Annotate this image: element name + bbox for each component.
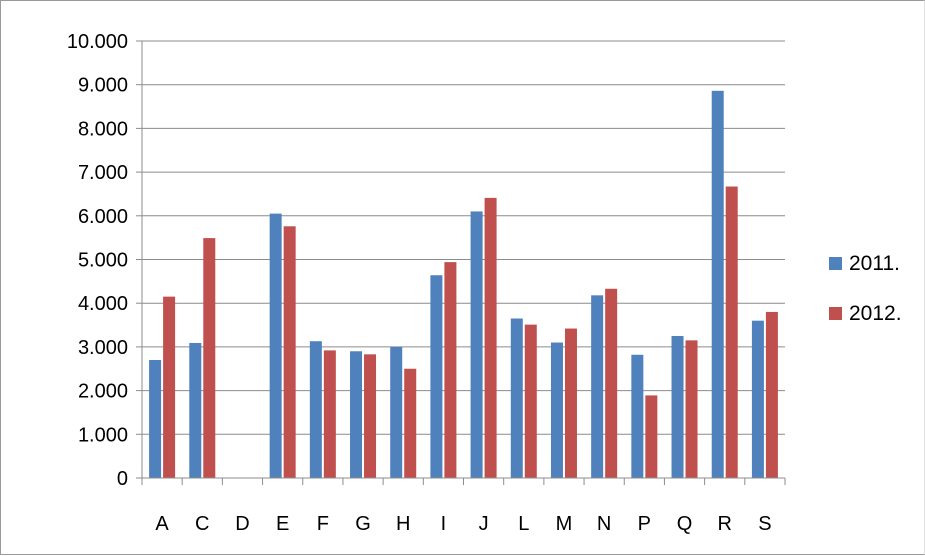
x-tick-label: J — [479, 513, 489, 535]
bar-J-2011 — [471, 211, 483, 478]
bar-E-2011 — [270, 214, 282, 478]
bar-H-2011 — [390, 347, 402, 478]
x-tick-label: R — [717, 513, 731, 535]
legend-swatch — [829, 257, 842, 270]
bar-M-2012 — [565, 329, 577, 478]
y-tick-label: 9.000 — [78, 75, 128, 97]
bar-N-2012 — [605, 289, 617, 478]
bar-E-2012 — [284, 226, 296, 478]
y-tick-label: 10.000 — [67, 31, 128, 53]
y-tick-label: 0 — [117, 468, 128, 490]
bar-L-2011 — [511, 318, 523, 478]
bar-P-2011 — [631, 355, 643, 478]
legend-label: 2011. — [849, 252, 900, 275]
bar-H-2012 — [404, 369, 416, 478]
bar-M-2011 — [551, 343, 563, 478]
bar-R-2012 — [726, 187, 738, 478]
x-tick-label: D — [235, 513, 249, 535]
x-tick-label: L — [518, 513, 529, 535]
bar-F-2011 — [310, 341, 322, 478]
y-tick-label: 1.000 — [78, 424, 128, 446]
y-tick-label: 3.000 — [78, 337, 128, 359]
bar-G-2011 — [350, 351, 362, 478]
y-tick-label: 4.000 — [78, 293, 128, 315]
bar-Q-2012 — [686, 340, 698, 478]
x-tick-label: G — [355, 513, 371, 535]
legend: 2011. 2012. — [829, 252, 902, 325]
y-tick-label: 2.000 — [78, 381, 128, 403]
x-tick-label: S — [758, 513, 771, 535]
bar-A-2012 — [163, 297, 175, 478]
y-tick-label: 6.000 — [78, 206, 128, 228]
x-tick-label: M — [556, 513, 573, 535]
x-tick-label: Q — [677, 513, 693, 535]
bar-F-2012 — [324, 350, 336, 478]
bar-I-2011 — [430, 275, 442, 478]
bar-N-2011 — [591, 295, 603, 478]
x-tick-label: F — [317, 513, 329, 535]
x-tick-label: A — [155, 513, 169, 535]
bar-S-2012 — [766, 312, 778, 478]
x-tick-label: E — [276, 513, 289, 535]
x-tick-label: P — [638, 513, 651, 535]
bar-Q-2011 — [672, 336, 684, 478]
y-tick-label: 8.000 — [78, 118, 128, 140]
legend-swatch — [829, 307, 842, 320]
x-tick-label: H — [396, 513, 410, 535]
x-tick-label: I — [441, 513, 447, 535]
bar-L-2012 — [525, 325, 537, 478]
bar-R-2011 — [712, 91, 724, 478]
bar-P-2012 — [645, 395, 657, 478]
x-tick-label: N — [597, 513, 611, 535]
bar-C-2012 — [203, 238, 215, 478]
bar-C-2011 — [189, 343, 201, 478]
bars — [149, 91, 778, 478]
bar-S-2011 — [752, 321, 764, 478]
y-tick-label: 7.000 — [78, 162, 128, 184]
bar-A-2011 — [149, 360, 161, 478]
legend-label: 2012. — [849, 302, 902, 325]
bar-I-2012 — [444, 262, 456, 478]
y-tick-label: 5.000 — [78, 250, 128, 272]
y-tick-labels: 0 1.000 2.000 3.000 4.000 5.000 6.000 7.000 8.00… — [67, 31, 128, 490]
x-tick-label: C — [195, 513, 209, 535]
bar-J-2012 — [485, 198, 497, 478]
bar-G-2012 — [364, 354, 376, 478]
